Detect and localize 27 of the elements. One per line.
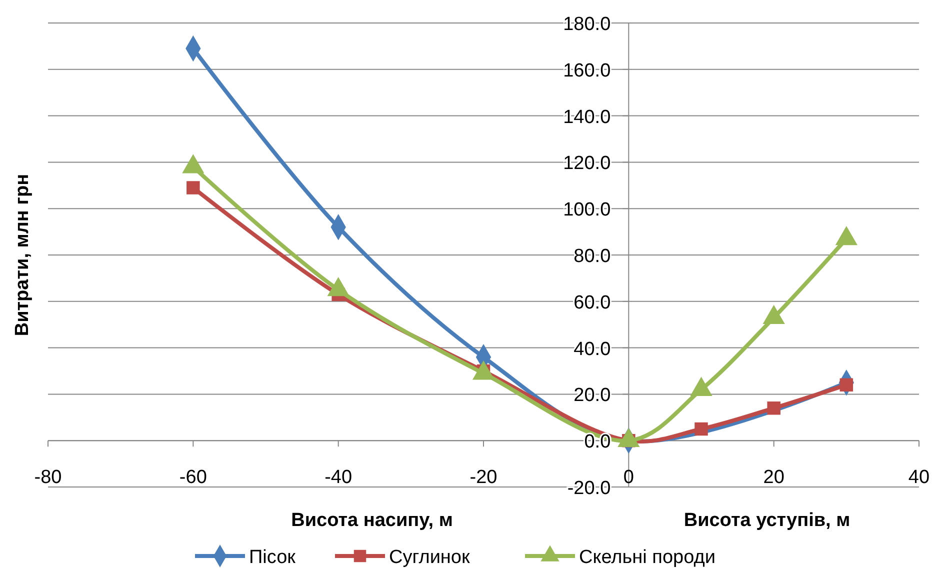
point <box>767 401 780 415</box>
y-tick-label: 20.0 <box>574 385 611 406</box>
point <box>186 181 200 194</box>
y-tick-label: 80.0 <box>574 246 611 267</box>
y-tick-label: 180.0 <box>563 14 611 35</box>
y-tick-label: 120.0 <box>563 153 611 174</box>
y-tick-label: 40.0 <box>574 338 611 360</box>
text: Висота уступів, м <box>684 510 850 531</box>
legend-label: Скельні породи <box>579 547 716 568</box>
x-tick-label: -40 <box>324 467 352 488</box>
x-tick-label: 0 <box>623 467 634 488</box>
y-tick-label: 140.0 <box>563 106 611 128</box>
y-tick-label: 160.0 <box>563 60 611 82</box>
y-tick-label: -20.0 <box>567 478 611 499</box>
x-tick-label: -20 <box>470 467 498 488</box>
y-tick-label: 0.0 <box>584 432 611 453</box>
point <box>694 422 708 436</box>
legend-label: Пісок <box>249 547 296 568</box>
x-tick-label: 20 <box>763 467 784 488</box>
y-tick-label: 100.0 <box>563 200 611 221</box>
x-tick-label: -80 <box>34 467 62 488</box>
x-tick-label: 40 <box>908 467 930 488</box>
legend-label: Суглинок <box>389 547 470 568</box>
x-tick-label: -60 <box>179 467 207 488</box>
y-tick-label: 60.0 <box>574 292 611 314</box>
y-axis-title: Витрати, млн грн <box>12 174 33 336</box>
x-axis-title: Висота насипу, м <box>291 510 453 531</box>
